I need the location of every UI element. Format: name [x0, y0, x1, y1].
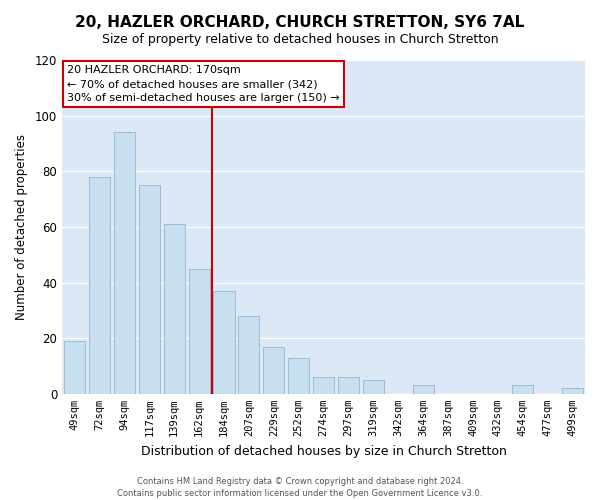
Bar	[214, 291, 235, 394]
Text: 20 HAZLER ORCHARD: 170sqm
← 70% of detached houses are smaller (342)
30% of semi: 20 HAZLER ORCHARD: 170sqm ← 70% of detac…	[67, 65, 340, 103]
Bar	[164, 224, 185, 394]
Bar	[313, 377, 334, 394]
Bar	[512, 386, 533, 394]
Bar	[413, 386, 434, 394]
Bar	[263, 346, 284, 394]
X-axis label: Distribution of detached houses by size in Church Stretton: Distribution of detached houses by size …	[140, 444, 506, 458]
Text: Size of property relative to detached houses in Church Stretton: Size of property relative to detached ho…	[101, 32, 499, 46]
Bar	[114, 132, 135, 394]
Bar	[363, 380, 384, 394]
Text: 20, HAZLER ORCHARD, CHURCH STRETTON, SY6 7AL: 20, HAZLER ORCHARD, CHURCH STRETTON, SY6…	[76, 15, 524, 30]
Bar	[89, 177, 110, 394]
Bar	[238, 316, 259, 394]
Bar	[139, 185, 160, 394]
Bar	[338, 377, 359, 394]
Bar	[288, 358, 309, 394]
Y-axis label: Number of detached properties: Number of detached properties	[15, 134, 28, 320]
Text: Contains HM Land Registry data © Crown copyright and database right 2024.
Contai: Contains HM Land Registry data © Crown c…	[118, 476, 482, 498]
Bar	[562, 388, 583, 394]
Bar	[64, 341, 85, 394]
Bar	[188, 268, 209, 394]
